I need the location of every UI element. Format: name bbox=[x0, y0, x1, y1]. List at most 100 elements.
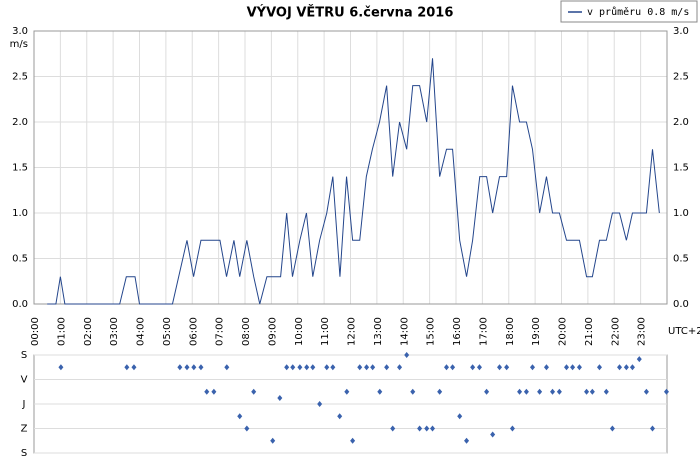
y-tick-label: J bbox=[22, 399, 26, 410]
y-tick-label: 0.0 bbox=[12, 299, 28, 310]
direction-point bbox=[529, 364, 535, 371]
direction-point bbox=[237, 413, 243, 420]
direction-point bbox=[550, 388, 556, 395]
direction-point bbox=[177, 364, 183, 371]
direction-point bbox=[284, 364, 290, 371]
direction-point bbox=[470, 364, 476, 371]
direction-point bbox=[464, 437, 470, 444]
y-tick-label: Z bbox=[21, 424, 28, 435]
y-tick-label: 3.0 bbox=[12, 26, 28, 37]
direction-point bbox=[270, 437, 276, 444]
x-tick-label: 13:00 bbox=[373, 317, 384, 346]
direction-point bbox=[509, 425, 515, 432]
direction-point bbox=[224, 364, 230, 371]
y-tick-label-right: 1.0 bbox=[673, 208, 689, 219]
y-tick-label: 1.0 bbox=[12, 208, 28, 219]
x-tick-label: 00:00 bbox=[30, 317, 41, 346]
x-tick-label: 11:00 bbox=[320, 317, 331, 346]
y-tick-label: 0.5 bbox=[12, 254, 28, 265]
direction-point bbox=[497, 364, 503, 371]
direction-point bbox=[124, 364, 130, 371]
x-tick-label: 05:00 bbox=[162, 317, 173, 346]
x-tick-label: 08:00 bbox=[241, 317, 252, 346]
y-tick-label-right: 2.0 bbox=[673, 117, 689, 128]
direction-point bbox=[584, 388, 590, 395]
direction-point bbox=[357, 364, 363, 371]
legend-box bbox=[560, 0, 698, 23]
y-tick-label-right: 0.5 bbox=[673, 254, 689, 265]
direction-point bbox=[384, 364, 390, 371]
direction-point bbox=[244, 425, 250, 432]
direction-point bbox=[191, 364, 197, 371]
x-tick-label: 18:00 bbox=[505, 317, 516, 346]
direction-point bbox=[556, 388, 562, 395]
plot-border bbox=[33, 30, 668, 305]
direction-point bbox=[517, 388, 523, 395]
direction-point bbox=[417, 425, 423, 432]
x-tick-label: 16:00 bbox=[452, 317, 463, 346]
direction-point bbox=[364, 364, 370, 371]
direction-point bbox=[330, 364, 336, 371]
x-tick-label: 02:00 bbox=[83, 317, 94, 346]
direction-point bbox=[58, 364, 64, 371]
y-tick-label: V bbox=[21, 375, 28, 386]
direction-point bbox=[629, 364, 635, 371]
direction-point bbox=[663, 388, 669, 395]
direction-point bbox=[430, 425, 436, 432]
x-tick-label: 09:00 bbox=[267, 317, 278, 346]
direction-point bbox=[444, 364, 450, 371]
x-tick-label: 06:00 bbox=[188, 317, 199, 346]
direction-point bbox=[617, 364, 623, 371]
y-tick-label: S bbox=[21, 350, 27, 361]
wind-line bbox=[47, 58, 660, 305]
x-axis-label: UTC+2 bbox=[668, 326, 700, 337]
direction-point bbox=[424, 425, 430, 432]
y-tick-label-right: 0.0 bbox=[673, 299, 689, 310]
direction-point bbox=[623, 364, 629, 371]
y-axis-label: m/s bbox=[10, 39, 28, 50]
x-tick-label: 17:00 bbox=[478, 317, 489, 346]
direction-point bbox=[277, 395, 283, 402]
direction-point bbox=[304, 364, 310, 371]
x-tick-label: 19:00 bbox=[531, 317, 542, 346]
y-tick-label: S bbox=[21, 448, 27, 459]
direction-point bbox=[596, 364, 602, 371]
x-tick-label: 04:00 bbox=[136, 317, 147, 346]
direction-point bbox=[450, 364, 456, 371]
direction-point bbox=[344, 388, 350, 395]
direction-point bbox=[589, 388, 595, 395]
direction-point bbox=[576, 364, 582, 371]
y-tick-label: 2.0 bbox=[12, 117, 28, 128]
direction-point bbox=[131, 364, 137, 371]
direction-point bbox=[603, 388, 609, 395]
y-tick-label-right: 1.5 bbox=[673, 163, 689, 174]
direction-point bbox=[404, 352, 410, 358]
y-tick-label: 2.5 bbox=[12, 72, 28, 83]
direction-point bbox=[324, 364, 330, 371]
direction-point bbox=[317, 401, 323, 407]
x-tick-label: 10:00 bbox=[294, 317, 305, 346]
y-tick-label-right: 2.5 bbox=[673, 72, 689, 83]
direction-point bbox=[484, 388, 490, 395]
chart-title: VÝVOJ VĚTRU 6.června 2016 bbox=[247, 5, 454, 21]
direction-point bbox=[370, 364, 376, 371]
legend-label: v průměru 0.8 m/s bbox=[587, 6, 689, 18]
direction-point bbox=[410, 388, 416, 395]
direction-point bbox=[609, 425, 615, 432]
x-tick-label: 20:00 bbox=[558, 317, 569, 346]
direction-point bbox=[476, 364, 482, 371]
direction-point bbox=[437, 388, 443, 395]
direction-point bbox=[290, 364, 296, 371]
direction-point bbox=[204, 388, 210, 395]
direction-point bbox=[570, 364, 576, 371]
x-tick-label: 21:00 bbox=[584, 317, 595, 346]
direction-point bbox=[184, 364, 190, 371]
direction-point bbox=[350, 437, 356, 444]
x-tick-label: 01:00 bbox=[56, 317, 67, 346]
direction-point bbox=[643, 388, 649, 395]
direction-point bbox=[251, 388, 257, 395]
x-tick-label: 07:00 bbox=[215, 317, 226, 346]
direction-point bbox=[636, 356, 642, 363]
y-tick-label-right: 3.0 bbox=[673, 26, 689, 37]
